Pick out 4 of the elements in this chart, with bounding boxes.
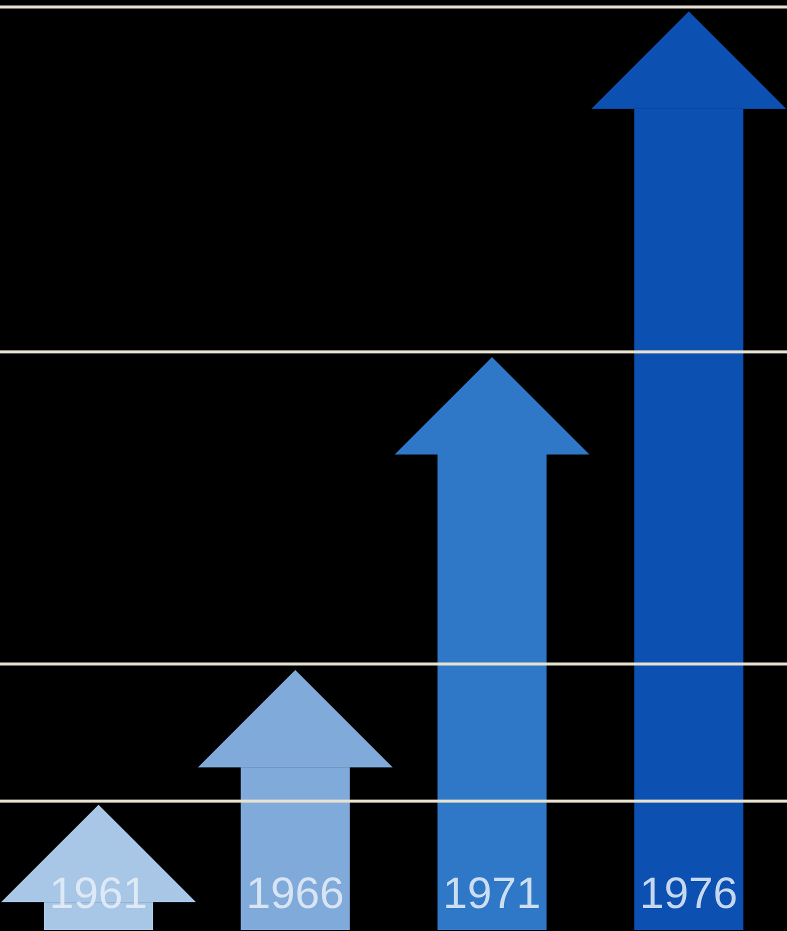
x-tick-label: 1971: [442, 869, 541, 918]
x-tick-label: 1961: [49, 869, 148, 918]
x-tick-label: 1976: [640, 869, 738, 918]
x-tick-label: 1966: [246, 869, 344, 918]
